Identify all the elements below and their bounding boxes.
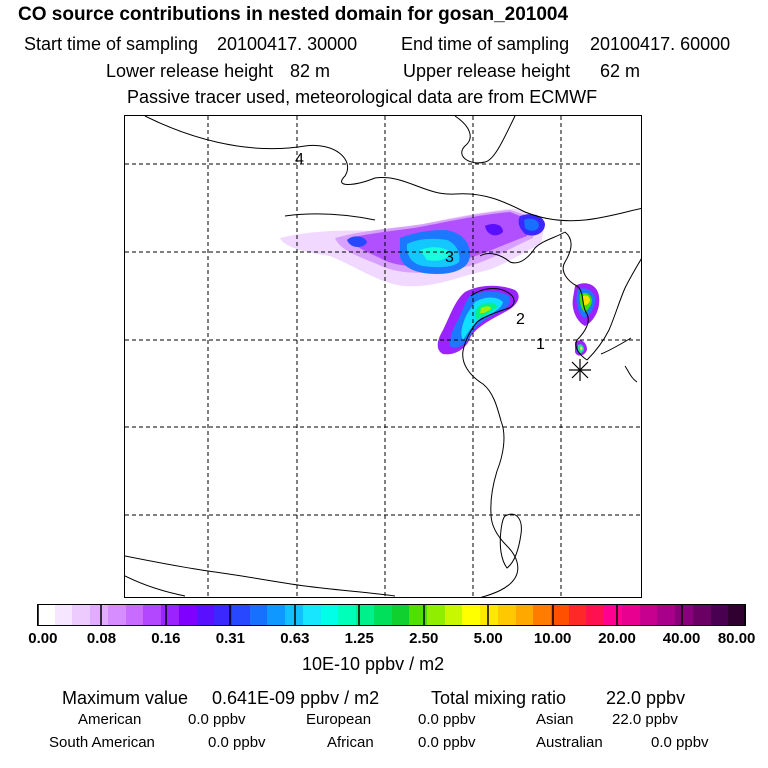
colorbar-swatch [267,604,285,626]
colorbar-tick-label: 5.00 [473,630,503,647]
colorbar-swatch [108,604,126,626]
colorbar [37,604,746,626]
colorbar-tick-label: 40.00 [662,630,701,647]
colorbar-swatch [232,604,250,626]
region-european-label: European [306,711,372,728]
region-south-american-value: 0.0 ppbv [208,734,266,751]
tracer-note: Passive tracer used, meteorological data… [127,87,598,107]
colorbar-tick-label: 80.00 [717,630,756,647]
start-time-value: 20100417. 30000 [217,34,358,54]
colorbar-swatch [356,604,374,626]
colorbar-swatch [551,604,569,626]
region-european-value: 0.0 ppbv [418,711,476,728]
colorbar-swatch [303,604,321,626]
colorbar-swatch [143,604,161,626]
colorbar-swatch [374,604,392,626]
colorbar-swatch [533,604,551,626]
total-mixing-label: Total mixing ratio [431,688,567,708]
region-australian-label: Australian [536,734,603,751]
colorbar-swatch [622,604,640,626]
region-australian-value: 0.0 ppbv [651,734,709,751]
start-time-label: Start time of sampling [24,34,199,54]
colorbar-frame [37,604,746,626]
region-south-american-label: South American [49,734,155,751]
colorbar-swatch [427,604,445,626]
region-asian-value: 22.0 ppbv [612,711,678,728]
colorbar-swatch [462,604,480,626]
colorbar-swatch [72,604,90,626]
colorbar-swatch [214,604,232,626]
colorbar-swatch [197,604,214,626]
colorbar-swatch [285,604,303,626]
colorbar-swatch [250,604,267,626]
colorbar-swatch [640,604,657,626]
colorbar-tick-label: 10.00 [533,630,572,647]
source-contribution-field [280,208,600,356]
colorbar-swatch [392,604,409,626]
colorbar-tick-label: 20.00 [598,630,636,647]
colorbar-swatch [338,604,356,626]
colorbar-swatch [586,604,604,626]
colorbar-swatch [409,604,427,626]
max-value-label: Maximum value [62,688,189,708]
colorbar-swatch [37,604,55,626]
colorbar-tick-label: 0.00 [28,630,58,647]
end-time-label: End time of sampling [401,34,570,54]
colorbar-swatch [161,604,179,626]
colorbar-tick-label: 0.16 [151,630,181,647]
colorbar-swatch [516,604,533,626]
region-american-label: American [78,711,142,728]
map-title: CO source contributions in nested domain… [18,4,569,25]
colorbar-tick-label: 1.25 [344,630,374,647]
region-american-value: 0.0 ppbv [188,711,246,728]
lat-lon-grid [125,116,641,597]
colorbar-swatch [657,604,675,626]
colorbar-swatch [569,604,586,626]
map-plot: 4 3 2 1 [125,116,641,597]
upper-height-value: 62 m [600,61,641,81]
release-site-marker [569,359,591,381]
region-african-value: 0.0 ppbv [418,734,476,751]
colorbar-tick-label: 0.63 [280,630,310,647]
upper-height-label: Upper release height [403,61,571,81]
colorbar-unit: 10E-10 ppbv / m2 [302,654,445,674]
colorbar-swatch [90,604,108,626]
map-panel: 4 3 2 1 [124,115,642,598]
trajectory-label-4: 4 [295,151,304,168]
colorbar-swatch [321,604,338,626]
trajectory-label-3: 3 [445,249,454,266]
colorbar-swatch [711,604,728,626]
lower-height-label: Lower release height [106,61,274,81]
colorbar-tick-label: 0.08 [86,630,117,647]
coastlines [125,116,641,597]
region-asian-label: Asian [536,711,574,728]
colorbar-swatch [498,604,516,626]
colorbar-swatch [693,604,711,626]
colorbar-swatch [179,604,197,626]
region-african-label: African [327,734,374,751]
end-time-value: 20100417. 60000 [590,34,731,54]
max-value: 0.641E-09 ppbv / m2 [212,688,380,708]
trajectory-label-1: 1 [536,336,545,353]
colorbar-tick-label: 0.31 [215,630,245,647]
colorbar-swatch [480,604,498,626]
colorbar-swatch [675,604,693,626]
colorbar-swatch [604,604,622,626]
trajectory-label-2: 2 [516,311,525,328]
colorbar-tick-label: 2.50 [409,630,439,647]
total-mixing-value: 22.0 ppbv [606,688,686,708]
lower-height-value: 82 m [290,61,331,81]
colorbar-swatch [55,604,72,626]
colorbar-swatch [126,604,143,626]
colorbar-swatch [445,604,462,626]
colorbar-swatch [728,604,746,626]
